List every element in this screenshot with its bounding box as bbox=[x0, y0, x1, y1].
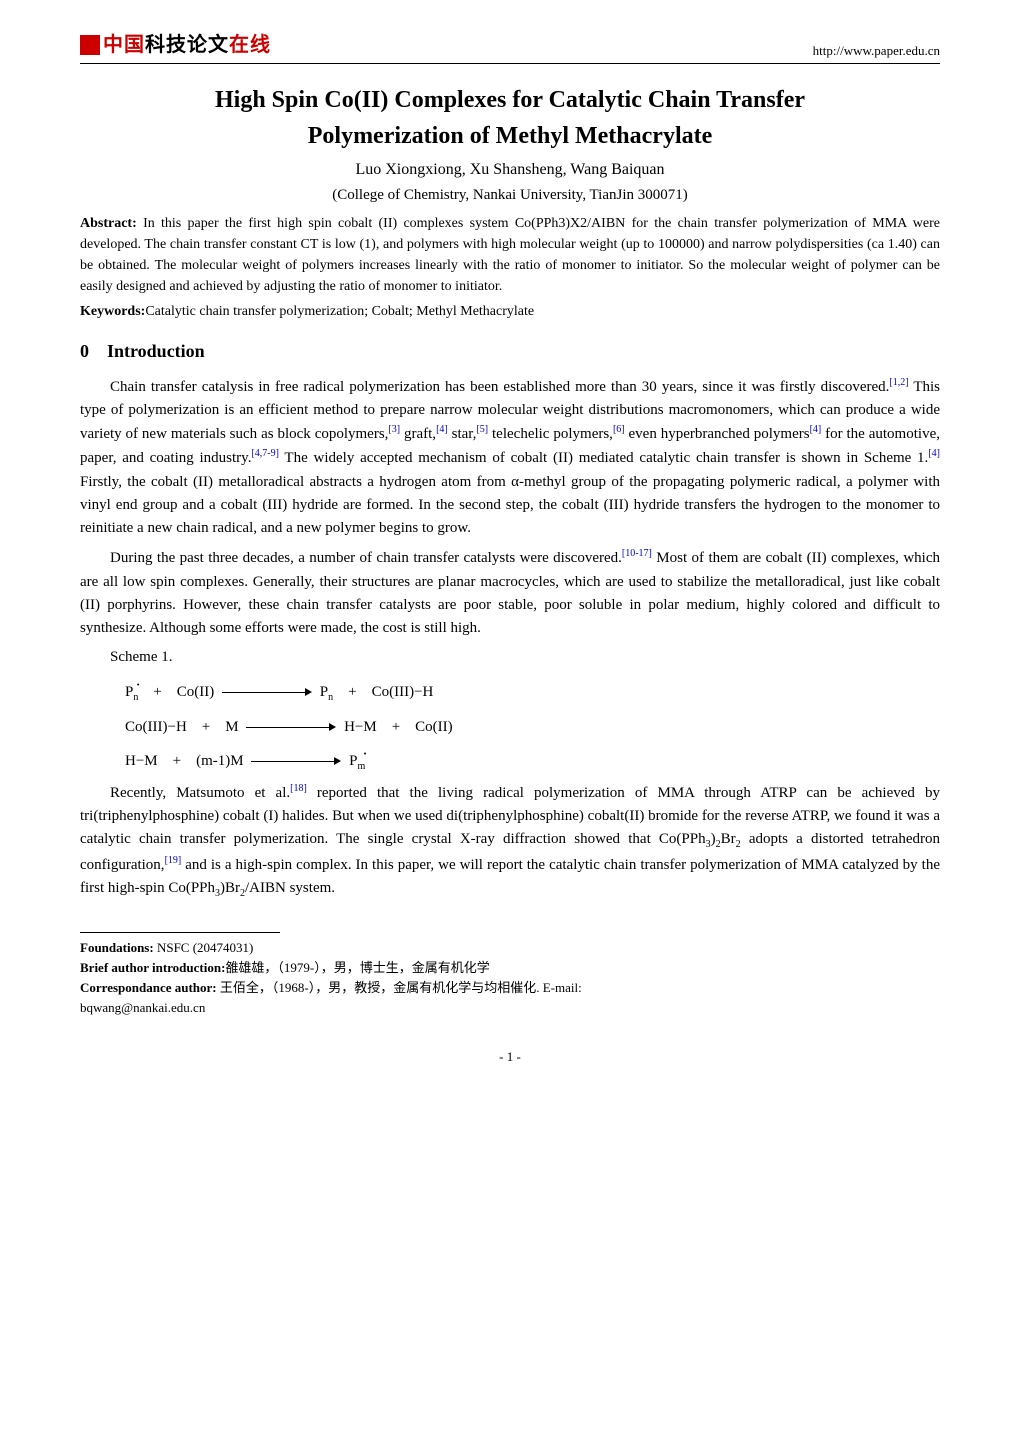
p3-t1: Recently, Matsumoto et al. bbox=[110, 785, 290, 801]
p3-t7: )Br bbox=[220, 880, 240, 896]
logo-text-red: 中国 bbox=[103, 34, 145, 56]
p2-t1: During the past three decades, a number … bbox=[110, 550, 622, 566]
s1-r-a: P bbox=[320, 684, 328, 700]
site-url[interactable]: http://www.paper.edu.cn bbox=[813, 41, 940, 61]
s2-l: Co(III)−H + M bbox=[125, 719, 239, 735]
logo-mark bbox=[80, 35, 100, 55]
abstract-text: In this paper the first high spin cobalt… bbox=[80, 216, 940, 294]
abstract-block: Abstract: In this paper the first high s… bbox=[80, 213, 940, 297]
site-logo: 中国科技论文在线 bbox=[80, 30, 271, 60]
arrow-icon bbox=[222, 685, 312, 700]
scheme-1: Pn + Co(II) Pn + Co(III)−H Co(III)−H + M… bbox=[125, 677, 940, 777]
cite-4a[interactable]: [4] bbox=[436, 424, 448, 435]
p1-t1: Chain transfer catalysis in free radical… bbox=[110, 379, 889, 395]
p1-t8: The widely accepted mechanism of cobalt … bbox=[279, 450, 928, 466]
s3-l: H−M + (m-1)M bbox=[125, 753, 244, 769]
footnote-foundations: Foundations: NSFC (20474031) bbox=[80, 939, 940, 957]
keywords-block: Keywords:Catalytic chain transfer polyme… bbox=[80, 301, 940, 322]
page-header: 中国科技论文在线 http://www.paper.edu.cn bbox=[80, 30, 940, 64]
paper-title: High Spin Co(II) Complexes for Catalytic… bbox=[80, 82, 940, 154]
keywords-label: Keywords: bbox=[80, 304, 145, 319]
cite-3[interactable]: [3] bbox=[388, 424, 400, 435]
title-line1: High Spin Co(II) Complexes for Catalytic… bbox=[215, 87, 805, 113]
footnote-brief-author: Brief author introduction:雒雄雄，（1979-），男，… bbox=[80, 959, 940, 977]
p1-t6: even hyperbranched polymers bbox=[625, 426, 810, 442]
title-line2: Polymerization of Methyl Methacrylate bbox=[308, 123, 713, 149]
cite-4-7-9[interactable]: [4,7-9] bbox=[251, 448, 279, 459]
cite-18[interactable]: [18] bbox=[290, 783, 307, 794]
cite-10-17[interactable]: [10-17] bbox=[622, 548, 652, 559]
arrow-icon bbox=[246, 720, 336, 735]
paragraph-3: Recently, Matsumoto et al.[18] reported … bbox=[80, 781, 940, 902]
foundations-text: NSFC (20474031) bbox=[154, 940, 254, 955]
page-number: - 1 - bbox=[80, 1047, 940, 1067]
arrow-icon bbox=[251, 754, 341, 769]
s3-r-sub: m bbox=[357, 761, 365, 772]
p1-t9: Firstly, the cobalt (II) metalloradical … bbox=[80, 474, 940, 537]
cite-1-2[interactable]: [1,2] bbox=[889, 377, 908, 388]
section-introduction: 0 Introduction bbox=[80, 338, 940, 365]
cite-19[interactable]: [19] bbox=[165, 855, 182, 866]
p3-t8: /AIBN system. bbox=[245, 880, 335, 896]
p1-t5: telechelic polymers, bbox=[488, 426, 613, 442]
scheme-line-1: Pn + Co(II) Pn + Co(III)−H bbox=[125, 677, 940, 708]
cite-6[interactable]: [6] bbox=[613, 424, 625, 435]
p1-t4: star, bbox=[448, 426, 477, 442]
keywords-text: Catalytic chain transfer polymerization;… bbox=[145, 304, 534, 319]
foundations-label: Foundations: bbox=[80, 940, 154, 955]
authors-line: Luo Xiongxiong, Xu Shansheng, Wang Baiqu… bbox=[80, 158, 940, 182]
paragraph-1: Chain transfer catalysis in free radical… bbox=[80, 375, 940, 541]
brief-text: 雒雄雄，（1979-），男，博士生，金属有机化学 bbox=[225, 960, 489, 975]
cite-4c[interactable]: [4] bbox=[928, 448, 940, 459]
s2-r: H−M + Co(II) bbox=[344, 719, 453, 735]
scheme-line-2: Co(III)−H + M H−M + Co(II) bbox=[125, 712, 940, 742]
corr-text: 王佰全，（1968-），男，教授，金属有机化学与均相催化. E-mail: bbox=[217, 980, 582, 995]
footnote-correspondence: Correspondance author: 王佰全，（1968-），男，教授，… bbox=[80, 979, 940, 997]
scheme-line-3: H−M + (m-1)M Pm bbox=[125, 746, 940, 777]
footnote-separator bbox=[80, 932, 280, 933]
logo-text-black1: 科技论文 bbox=[145, 34, 229, 56]
s1-l1-b: + Co(II) bbox=[138, 684, 214, 700]
affiliation-line: (College of Chemistry, Nankai University… bbox=[80, 184, 940, 207]
footnote-email[interactable]: bqwang@nankai.edu.cn bbox=[80, 999, 940, 1017]
s1-r-b: + Co(III)−H bbox=[333, 684, 433, 700]
logo-text: 中国科技论文在线 bbox=[103, 30, 271, 60]
paragraph-2: During the past three decades, a number … bbox=[80, 546, 940, 640]
s1-l1-sub: n bbox=[133, 692, 138, 703]
brief-label: Brief author introduction: bbox=[80, 960, 225, 975]
p3-t6: and is a high-spin complex. In this pape… bbox=[80, 857, 940, 896]
corr-label: Correspondance author: bbox=[80, 980, 217, 995]
scheme-1-label: Scheme 1. bbox=[80, 646, 940, 669]
cite-4b[interactable]: [4] bbox=[810, 424, 822, 435]
abstract-label: Abstract: bbox=[80, 216, 137, 231]
logo-text-black2: 在线 bbox=[229, 34, 271, 56]
cite-5[interactable]: [5] bbox=[476, 424, 488, 435]
p1-t3: graft, bbox=[400, 426, 436, 442]
p3-t4: Br bbox=[721, 831, 736, 847]
